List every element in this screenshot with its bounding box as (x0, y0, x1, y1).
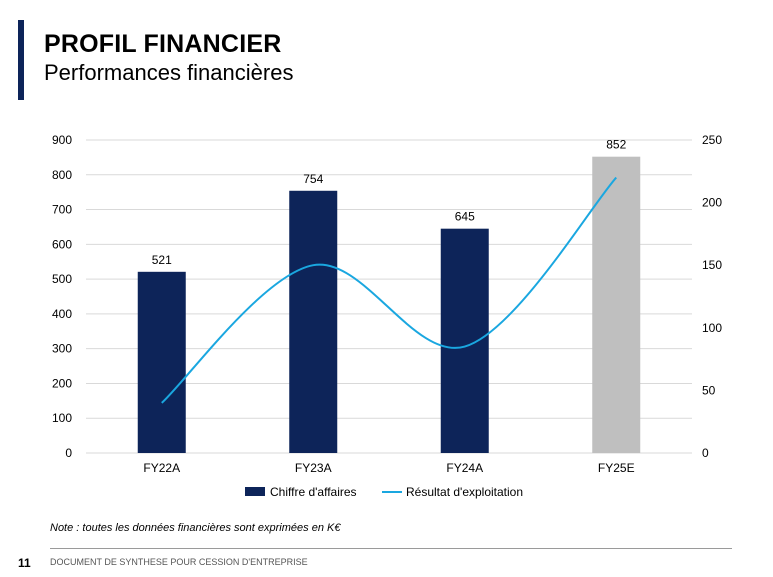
bar-data-label: 754 (303, 172, 323, 186)
y-left-tick-label: 500 (52, 272, 72, 286)
y-left-tick-label: 600 (52, 237, 72, 251)
footer-text: DOCUMENT DE SYNTHESE POUR CESSION D'ENTR… (50, 557, 308, 567)
y-right-tick-label: 100 (702, 321, 722, 335)
y-left-tick-label: 100 (52, 411, 72, 425)
bar-fy25e (592, 156, 641, 453)
bar-fy24a (440, 228, 489, 453)
legend-label-chiffre-affaires: Chiffre d'affaires (270, 485, 357, 499)
x-tick-label: FY23A (295, 461, 332, 475)
bar-data-label: 521 (152, 253, 172, 267)
x-tick-label: FY25E (598, 461, 635, 475)
y-right-tick-label: 200 (702, 196, 722, 210)
y-left-tick-label: 200 (52, 376, 72, 390)
legend-swatch-chiffre-affaires (245, 487, 265, 496)
line-series-resultat-exploitation (161, 176, 617, 404)
y-left-tick-label: 700 (52, 203, 72, 217)
note-text: Note : toutes les données financières so… (50, 522, 341, 534)
y-left-tick-label: 800 (52, 168, 72, 182)
page-title: PROFIL FINANCIER (44, 30, 282, 58)
y-right-tick-label: 150 (702, 258, 722, 272)
y-right-tick-label: 250 (702, 133, 722, 147)
bar-data-label: 852 (606, 138, 626, 152)
y-left-tick-label: 900 (52, 133, 72, 147)
legend-label-resultat-exploitation: Résultat d'exploitation (406, 485, 523, 499)
y-right-tick-label: 0 (702, 446, 709, 460)
title-accent-bar (18, 20, 24, 100)
y-left-tick-label: 0 (65, 446, 72, 460)
bar-data-label: 645 (455, 210, 475, 224)
y-left-tick-label: 400 (52, 307, 72, 321)
footer-divider (50, 548, 732, 549)
x-tick-label: FY22A (143, 461, 180, 475)
y-right-tick-label: 50 (702, 383, 716, 397)
page-subtitle: Performances financières (44, 60, 294, 85)
x-tick-label: FY24A (446, 461, 483, 475)
bar-fy23a (289, 190, 338, 453)
y-left-tick-label: 300 (52, 342, 72, 356)
page-number: 11 (18, 556, 31, 570)
bar-fy22a (137, 271, 186, 453)
